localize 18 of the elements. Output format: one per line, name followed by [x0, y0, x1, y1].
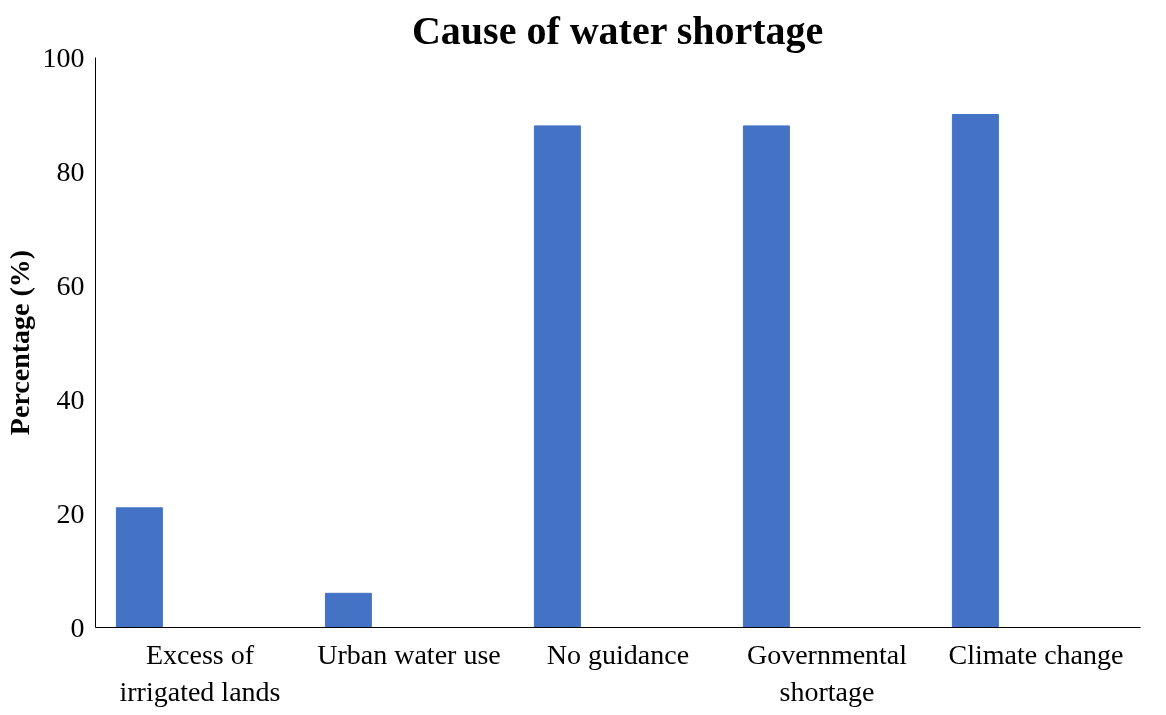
bar	[951, 114, 999, 628]
bar	[533, 125, 581, 628]
y-axis-title: Percentage (%)	[3, 249, 35, 436]
bar	[115, 507, 163, 628]
x-tick-label: Urban water use	[317, 638, 501, 670]
y-tick-label: 60	[56, 269, 85, 301]
x-tick-label: Climate change	[948, 638, 1124, 670]
y-tick-label: 20	[56, 497, 85, 529]
y-tick-label: 0	[70, 611, 85, 643]
y-tick-label: 100	[42, 41, 85, 73]
bar	[324, 592, 372, 628]
x-tick-label: Governmental shortage	[746, 638, 908, 707]
chart-title: Cause of water shortage	[411, 7, 824, 53]
y-tick-label: 80	[56, 155, 85, 187]
x-tick-label: Excess of irrigated lands	[119, 638, 281, 707]
y-tick-label: 40	[56, 383, 85, 415]
x-tick-label: No guidance	[546, 638, 690, 670]
bar	[742, 125, 790, 628]
